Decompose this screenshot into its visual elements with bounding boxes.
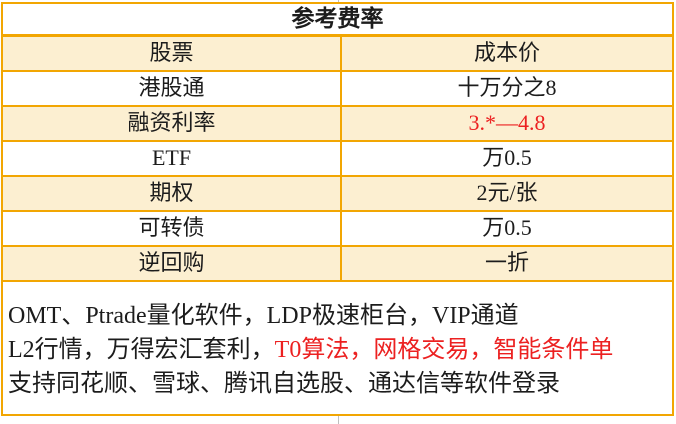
table-title: 参考费率 [3, 4, 672, 37]
cropped-gridline-bottom [338, 416, 339, 424]
note-line-features-black: L2行情，万得宏汇套利， [8, 337, 275, 363]
item-cell: 股票 [3, 37, 342, 70]
table-row: 逆回购 一折 [3, 247, 672, 282]
note-line-features: L2行情，万得宏汇套利，T0算法，网格交易，智能条件单 [8, 333, 666, 367]
value-cell: 十万分之8 [457, 75, 557, 100]
table-row: 可转债 万0.5 [3, 212, 672, 247]
note-line-login-support: 支持同花顺、雪球、腾讯自选股、通达信等软件登录 [8, 371, 560, 397]
value-cell: 万0.5 [482, 145, 532, 170]
fee-table: 参考费率 股票 成本价 港股通 十万分之8 融资利率 3.*—4.8 ETF 万… [1, 2, 674, 416]
value-cell: 万0.5 [482, 215, 532, 240]
note-line-features-red: T0算法，网格交易，智能条件单 [274, 337, 614, 363]
note-line-software: OMT、Ptrade量化软件，LDP极速柜台，VIP通道 [8, 303, 519, 329]
cropped-gridline-top [338, 0, 339, 2]
item-cell: 融资利率 [3, 107, 342, 140]
table-row: 融资利率 3.*—4.8 [3, 107, 672, 142]
table-row: 港股通 十万分之8 [3, 72, 672, 107]
item-cell: 期权 [3, 177, 342, 210]
value-cell: 成本价 [473, 40, 540, 65]
table-row: ETF 万0.5 [3, 142, 672, 177]
value-cell: 一折 [484, 250, 529, 275]
notes-block: OMT、Ptrade量化软件，LDP极速柜台，VIP通道 L2行情，万得宏汇套利… [3, 282, 672, 414]
value-cell-highlighted: 3.*—4.8 [468, 110, 546, 135]
table-row: 期权 2元/张 [3, 177, 672, 212]
item-cell: ETF [3, 142, 342, 175]
item-cell: 港股通 [3, 72, 342, 105]
item-cell: 逆回购 [3, 247, 342, 280]
table-row: 股票 成本价 [3, 37, 672, 72]
value-cell: 2元/张 [476, 180, 538, 205]
item-cell: 可转债 [3, 212, 342, 245]
